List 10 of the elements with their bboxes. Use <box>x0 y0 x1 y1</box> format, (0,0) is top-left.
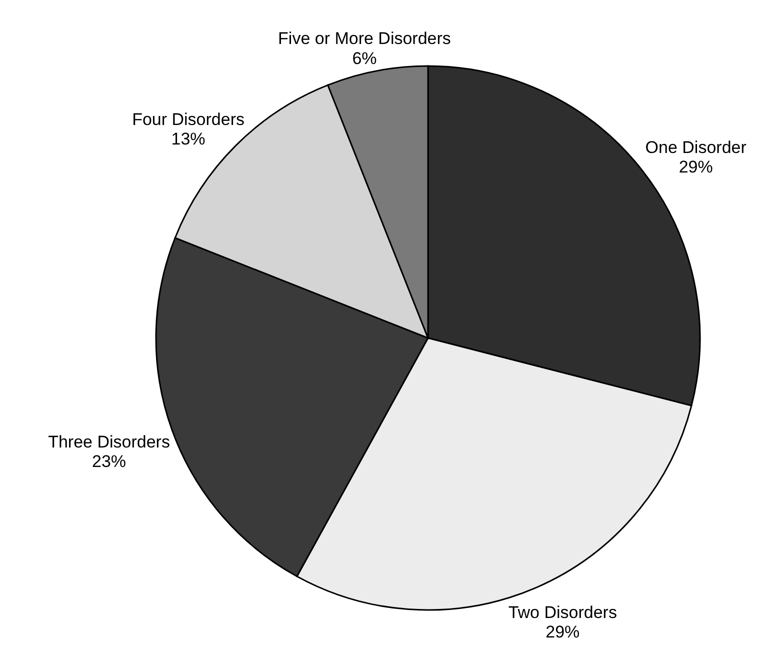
slice-label: Two Disorders <box>508 602 617 622</box>
data-label: 29% <box>546 622 580 642</box>
data-label: 23% <box>92 452 126 472</box>
slice-label: Four Disorders <box>132 110 244 130</box>
slice-label: Five or More Disorders <box>278 29 451 48</box>
data-label: 6% <box>352 48 377 68</box>
data-label: 13% <box>171 130 206 149</box>
slice-label: One Disorder <box>645 138 747 157</box>
slice-label: Three Disorders <box>48 432 170 452</box>
data-label: 29% <box>678 157 713 176</box>
